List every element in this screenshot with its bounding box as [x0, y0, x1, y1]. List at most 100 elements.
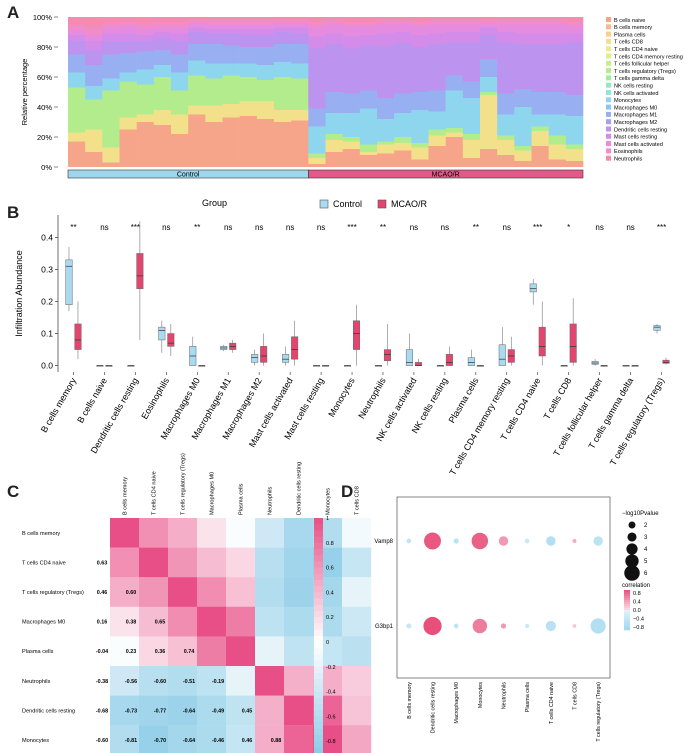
- stacked-bar-segment: [342, 26, 361, 37]
- dot-point: [593, 536, 603, 546]
- stacked-bar-segment: [119, 21, 137, 26]
- stacked-bar-segment: [565, 95, 584, 116]
- colorbar-segment: [314, 747, 323, 753]
- stacked-bar-segment: [274, 23, 292, 28]
- size-legend-label: 4: [644, 547, 648, 553]
- legend-label: B cells memory: [614, 25, 652, 31]
- stacked-bar-segment: [222, 45, 240, 64]
- significance-label: ns: [503, 223, 511, 232]
- stacked-bar-segment: [377, 141, 395, 145]
- stacked-bar-segment: [308, 27, 326, 37]
- stacked-bar-segment: [239, 35, 258, 47]
- stacked-bar-segment: [274, 110, 292, 122]
- stacked-bar-segment: [428, 17, 446, 20]
- dot-point: [590, 618, 606, 634]
- stacked-bar-segment: [359, 45, 378, 91]
- legend-label: T cells CD8: [614, 40, 643, 46]
- box-body: [414, 362, 422, 366]
- stacked-bar-segment: [325, 152, 343, 167]
- stacked-bar-segment: [85, 35, 103, 41]
- legend-swatch: [606, 97, 611, 103]
- colorbar-tick-label: 0.4: [326, 590, 334, 596]
- chart-d-dotplot: Vamp8 G3bp1 B cells memory Dendritic cells …: [374, 496, 659, 742]
- stacked-bar-segment: [256, 80, 275, 101]
- colorbar-tick-label: -0.6: [326, 714, 336, 720]
- stacked-bar-segment: [497, 135, 515, 140]
- stacked-bar-segment: [291, 17, 309, 20]
- box-body: [251, 354, 259, 363]
- stacked-bar-segment: [531, 126, 549, 131]
- stacked-bar-segment: [256, 20, 275, 25]
- heatmap-cell: [342, 695, 372, 726]
- heatmap-cell: [284, 636, 314, 667]
- group-label-mcao: MCAO/R: [432, 172, 460, 179]
- stacked-bar-segment: [497, 155, 515, 167]
- significance-label: **: [70, 223, 76, 232]
- box-body: [74, 323, 82, 350]
- dot-point: [471, 532, 489, 550]
- colorbar-tick-label: 0.6: [326, 566, 334, 572]
- colorbar-tick-label: -0.4: [326, 690, 336, 696]
- dot-point: [572, 539, 577, 543]
- stacked-bar-segment: [85, 129, 103, 152]
- legend-label: Macrophages M0: [614, 105, 657, 111]
- heatmap-cell: [342, 577, 372, 607]
- heatmap-value-label: 0.46: [97, 590, 108, 596]
- stacked-bar-segment: [480, 20, 498, 23]
- stacked-bar-segment: [377, 33, 395, 46]
- stacked-bar-segment: [171, 72, 189, 91]
- legend-swatch: [606, 46, 611, 52]
- stacked-bar-segment: [394, 143, 412, 151]
- stacked-bar-segment: [291, 20, 309, 23]
- heatmap-cell: [226, 695, 256, 726]
- stacked-bar-segment: [359, 152, 378, 155]
- colorbar-segment: [314, 567, 323, 575]
- heatmap-value-label: 0.38: [126, 620, 137, 626]
- stacked-bar-segment: [497, 114, 515, 136]
- stacked-bar-segment: [514, 33, 532, 44]
- stacked-bar-segment: [565, 26, 584, 34]
- stacked-bar-segment: [153, 21, 172, 28]
- x-tick-label: Dendritic cells resting: [431, 682, 437, 733]
- y-tick-label: 0.2: [41, 297, 53, 307]
- heatmap-cell: [168, 518, 198, 548]
- stacked-bar-segment: [359, 90, 378, 109]
- significance-label: ns: [410, 223, 418, 232]
- significance-label: ns: [595, 223, 603, 232]
- heatmap-row-label: T cells CD4 naive: [22, 560, 66, 566]
- significance-label: ns: [100, 223, 108, 232]
- stacked-bar-segment: [497, 24, 515, 32]
- stacked-bar-segment: [188, 17, 206, 20]
- heatmap-row-label: B cells memory: [22, 531, 60, 537]
- stacked-bar-segment: [411, 92, 429, 110]
- stacked-bar-segment: [68, 17, 86, 25]
- heatmap-value-label: -0.49: [212, 708, 224, 714]
- colorbar-segment: [314, 604, 323, 612]
- stacked-bar-segment: [548, 92, 567, 115]
- stacked-bar-segment: [188, 75, 206, 106]
- stacked-bar-segment: [222, 63, 240, 76]
- legend-label-mcao: MCAO/R: [391, 199, 428, 209]
- stacked-bar-segment: [68, 41, 86, 55]
- heatmap-cell: [110, 518, 140, 548]
- stacked-bar-segment: [308, 126, 326, 154]
- box-body: [529, 283, 537, 293]
- dot-point: [453, 538, 459, 544]
- heatmap-column-label: Monocytes: [326, 488, 332, 515]
- color-legend-segment: [624, 626, 630, 629]
- legend-swatch: [606, 90, 611, 95]
- stacked-bar-segment: [514, 146, 532, 151]
- y-tick-label: 0.0: [41, 361, 53, 371]
- heatmap-cell: [226, 518, 256, 548]
- stacked-bar-segment: [205, 105, 223, 122]
- heatmap-cell: [255, 547, 285, 578]
- legend-swatch: [606, 148, 611, 154]
- stacked-bar-segment: [136, 84, 155, 115]
- colorbar-segment: [314, 673, 323, 680]
- stacked-bar-segment: [85, 41, 103, 50]
- box-body: [538, 326, 546, 357]
- stacked-bar-segment: [256, 47, 275, 65]
- heatmap-row-label: T cells regulatory (Tregs): [22, 590, 84, 596]
- stacked-bar-segment: [119, 41, 137, 53]
- stacked-bar-segment: [565, 149, 584, 161]
